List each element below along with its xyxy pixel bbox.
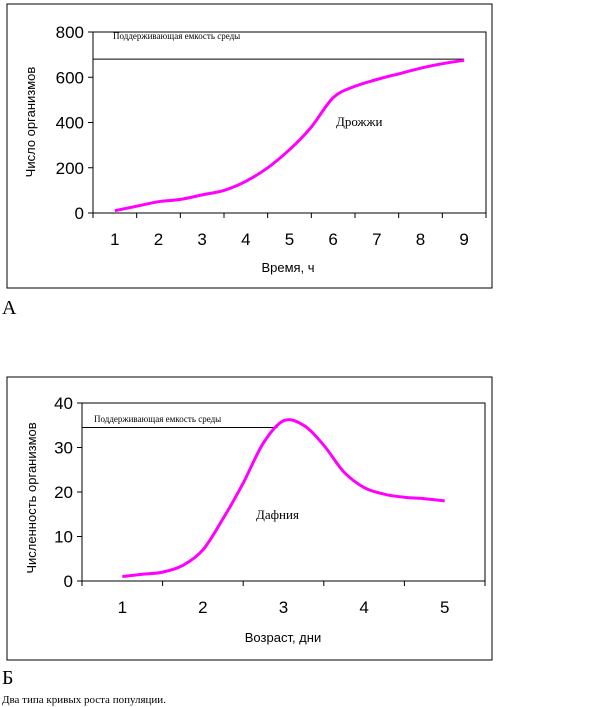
panel-a-x-axis-label: Время, ч — [261, 260, 314, 275]
a-y-tick-label: 0 — [75, 204, 84, 223]
b-y-tick-label: 0 — [64, 572, 73, 591]
panel-a-series-label: Дрожжи — [336, 114, 383, 129]
a-y-tick-label: 400 — [56, 114, 84, 133]
a-y-tick-label: 200 — [56, 159, 84, 178]
panel-b-series-label: Дафния — [256, 507, 299, 522]
a-x-tick-label: 8 — [416, 230, 425, 249]
panel-a-ticks: 0 200 400 600 800 1 2 3 4 5 6 7 8 9 — [56, 23, 487, 249]
a-y-tick-label: 600 — [56, 68, 84, 87]
b-x-tick-label: 1 — [118, 598, 127, 617]
b-y-tick-label: 40 — [54, 394, 73, 413]
b-y-tick-label: 20 — [54, 483, 73, 502]
panel-a-letter: А — [2, 297, 17, 319]
a-x-tick-label: 7 — [372, 230, 381, 249]
b-x-tick-label: 2 — [198, 598, 207, 617]
panel-a-y-axis-label: Число организмов — [23, 67, 38, 178]
figure-caption: Два типа кривых роста популяции. — [2, 694, 166, 706]
panel-b-y-axis-label: Численность организмов — [24, 422, 39, 573]
panel-b-ref-label: Поддерживающая емкость среды — [94, 414, 221, 424]
a-x-tick-label: 4 — [241, 230, 250, 249]
chart-panel-b: 0 10 20 30 40 1 2 3 4 5 Поддерживающая емкость ср… — [2, 376, 493, 689]
panel-b-ticks: 0 10 20 30 40 1 2 3 4 5 — [54, 394, 486, 617]
a-x-tick-label: 1 — [110, 230, 119, 249]
a-x-tick-label: 9 — [459, 230, 468, 249]
a-x-tick-label: 6 — [328, 230, 337, 249]
panel-a-series-line — [114, 58, 465, 213]
b-x-tick-label: 5 — [440, 598, 449, 617]
b-y-tick-label: 10 — [54, 528, 73, 547]
b-x-tick-label: 3 — [279, 598, 288, 617]
a-x-tick-label: 2 — [154, 230, 163, 249]
a-x-tick-label: 3 — [197, 230, 206, 249]
panel-a-frame — [6, 3, 493, 289]
panel-b-letter: Б — [2, 667, 13, 689]
panel-a-ref-label: Поддерживающая емкость среды — [113, 31, 240, 41]
b-x-tick-label: 4 — [359, 598, 368, 617]
panel-b-series-line — [122, 418, 445, 578]
a-y-tick-label: 800 — [56, 23, 84, 42]
panel-b-plot-area — [81, 402, 486, 582]
b-y-tick-label: 30 — [54, 439, 73, 458]
panel-b-x-axis-label: Возраст, дни — [245, 630, 321, 645]
a-x-tick-label: 5 — [285, 230, 294, 249]
chart-panel-a: 0 200 400 600 800 1 2 3 4 5 6 7 8 9 Поддерживающая ем… — [2, 3, 493, 319]
panel-b-frame — [6, 376, 493, 661]
